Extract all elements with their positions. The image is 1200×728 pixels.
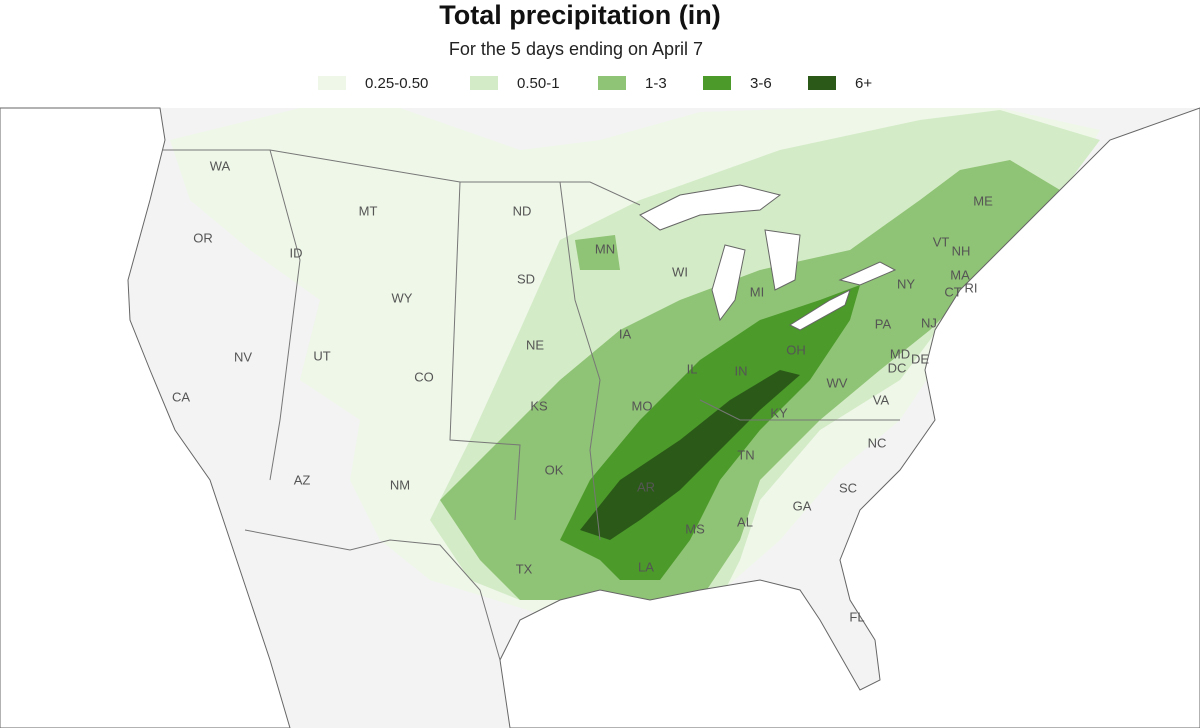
state-label: IL bbox=[687, 361, 698, 376]
state-label: MA bbox=[950, 267, 970, 282]
state-label: NH bbox=[952, 243, 971, 258]
legend-label: 0.25-0.50 bbox=[365, 75, 428, 92]
legend-label: 0.50-1 bbox=[517, 75, 560, 92]
state-label: WV bbox=[827, 375, 848, 390]
legend-swatch bbox=[598, 76, 626, 90]
state-label: ME bbox=[973, 193, 993, 208]
state-label: PA bbox=[875, 316, 892, 331]
state-label: NC bbox=[868, 435, 887, 450]
legend-swatch bbox=[470, 76, 498, 90]
state-label: DE bbox=[911, 351, 929, 366]
state-label: AZ bbox=[294, 472, 311, 487]
state-label: WY bbox=[392, 290, 413, 305]
state-label: MI bbox=[750, 284, 764, 299]
precip-area bbox=[580, 370, 800, 540]
state-label: MT bbox=[359, 203, 378, 218]
state-label: CT bbox=[944, 284, 961, 299]
state-label: MO bbox=[632, 398, 653, 413]
map: WA OR CA ID NV MT WY UT AZ CO NM ND SD N… bbox=[0, 107, 1200, 728]
state-labels: WA OR CA ID NV MT WY UT AZ CO NM ND SD N… bbox=[172, 158, 993, 624]
water bbox=[0, 107, 1200, 728]
precipitation bbox=[170, 108, 1100, 620]
state-label: IN bbox=[735, 363, 748, 378]
state-label: NJ bbox=[921, 315, 937, 330]
state-label: OR bbox=[193, 230, 213, 245]
state-label: AR bbox=[637, 479, 655, 494]
legend-label: 6+ bbox=[855, 75, 872, 92]
state-label: RI bbox=[965, 280, 978, 295]
state-label: VA bbox=[873, 392, 890, 407]
state-label: NE bbox=[526, 337, 544, 352]
state-label: IA bbox=[619, 326, 632, 341]
state-label: CA bbox=[172, 389, 190, 404]
state-label: TN bbox=[737, 447, 754, 462]
legend-label: 1-3 bbox=[645, 75, 667, 92]
state-label: UT bbox=[313, 348, 330, 363]
state-label: MN bbox=[595, 241, 615, 256]
legend-label: 3-6 bbox=[750, 75, 772, 92]
state-label: KS bbox=[530, 398, 548, 413]
precip-area bbox=[575, 235, 620, 270]
state-label: AL bbox=[737, 514, 753, 529]
state-label: NY bbox=[897, 276, 915, 291]
state-label: FL bbox=[849, 609, 864, 624]
state-label: MD bbox=[890, 346, 910, 361]
state-label: SD bbox=[517, 271, 535, 286]
state-label: VT bbox=[933, 234, 950, 249]
state-label: DC bbox=[888, 360, 907, 375]
legend-swatch bbox=[703, 76, 731, 90]
legend-swatch bbox=[808, 76, 836, 90]
state-label: NV bbox=[234, 349, 252, 364]
borders bbox=[163, 149, 900, 661]
state-label: ID bbox=[290, 245, 303, 260]
state-label: MS bbox=[685, 521, 705, 536]
subtitle: For the 5 days ending on April 7 bbox=[449, 39, 703, 59]
state-label: NM bbox=[390, 477, 410, 492]
state-label: GA bbox=[793, 498, 812, 513]
title: Total precipitation (in) bbox=[439, 0, 720, 30]
state-label: SC bbox=[839, 480, 857, 495]
legend-swatch bbox=[318, 76, 346, 90]
state-label: CO bbox=[414, 369, 434, 384]
state-label: KY bbox=[770, 405, 788, 420]
state-label: OK bbox=[545, 462, 564, 477]
state-label: ND bbox=[513, 203, 532, 218]
state-label: WA bbox=[210, 158, 231, 173]
state-label: OH bbox=[786, 342, 806, 357]
state-label: TX bbox=[516, 561, 533, 576]
state-label: WI bbox=[672, 264, 688, 279]
state-label: LA bbox=[638, 559, 654, 574]
legend: 0.25-0.50 0.50-1 1-3 3-6 6+ bbox=[318, 75, 872, 92]
